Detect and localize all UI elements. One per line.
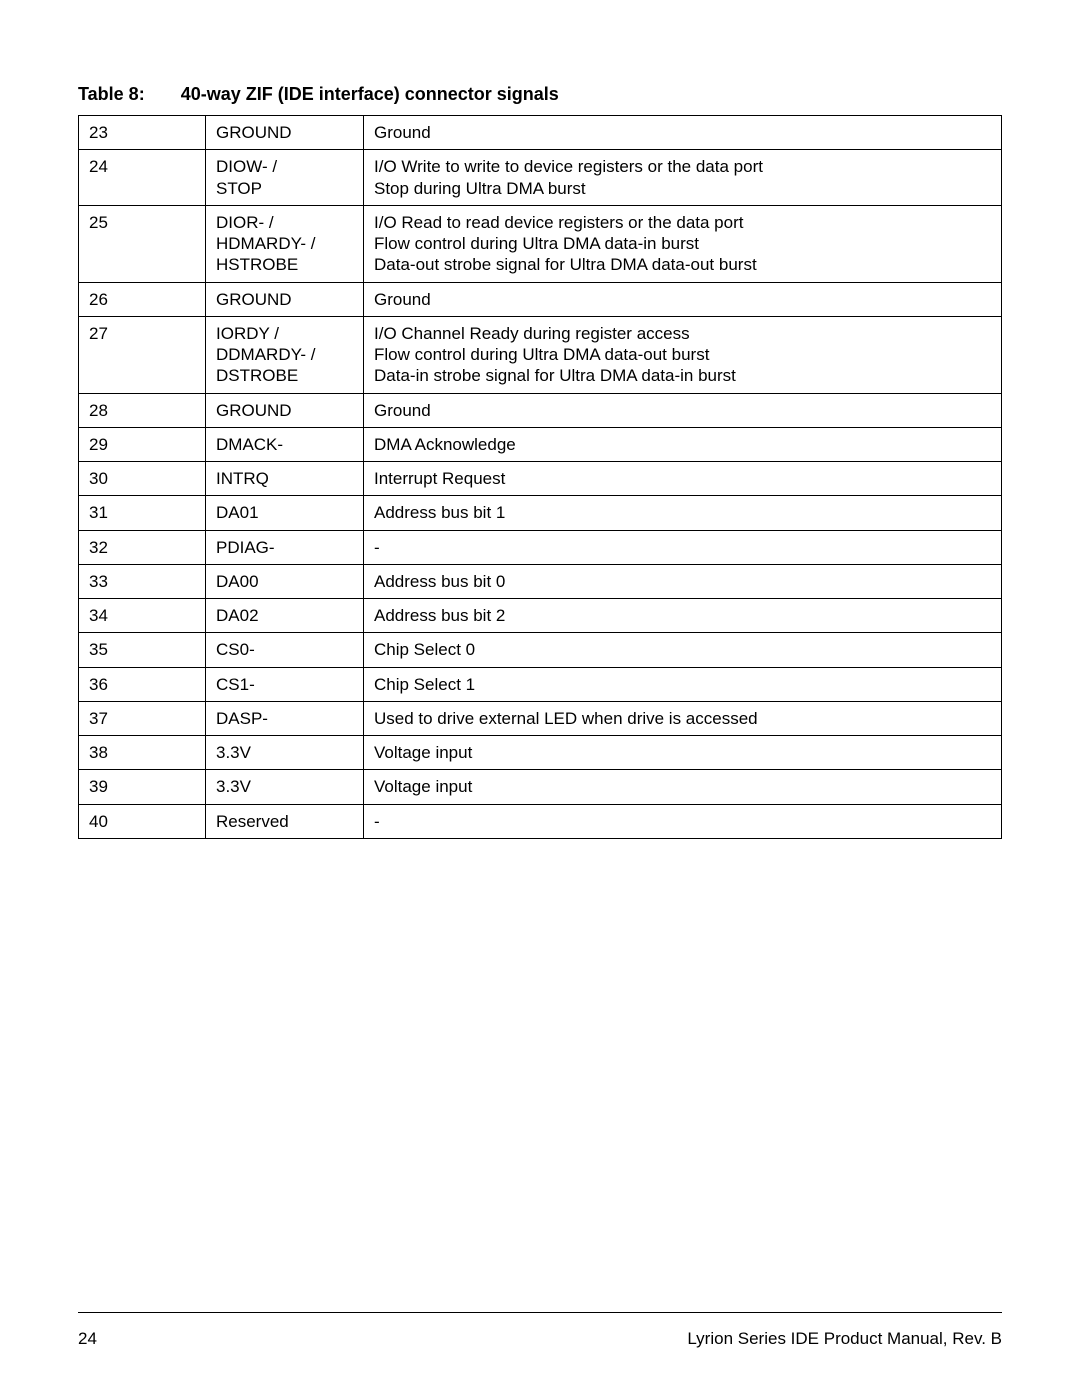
pin-cell: 38 <box>79 736 206 770</box>
table-row: 26GROUNDGround <box>79 282 1002 316</box>
description-cell: Interrupt Request <box>364 462 1002 496</box>
table-row: 40Reserved- <box>79 804 1002 838</box>
description-cell: Address bus bit 0 <box>364 564 1002 598</box>
pin-cell: 34 <box>79 599 206 633</box>
table-row: 36CS1-Chip Select 1 <box>79 667 1002 701</box>
signal-name-cell: CS0- <box>206 633 364 667</box>
description-cell: Address bus bit 2 <box>364 599 1002 633</box>
table-title: 40-way ZIF (IDE interface) connector sig… <box>181 84 559 104</box>
signal-name-cell: DA02 <box>206 599 364 633</box>
description-cell: Used to drive external LED when drive is… <box>364 701 1002 735</box>
table-row: 34DA02Address bus bit 2 <box>79 599 1002 633</box>
pin-cell: 33 <box>79 564 206 598</box>
table-row: 393.3VVoltage input <box>79 770 1002 804</box>
pin-cell: 25 <box>79 205 206 282</box>
pin-cell: 31 <box>79 496 206 530</box>
description-cell: Ground <box>364 393 1002 427</box>
table-row: 383.3VVoltage input <box>79 736 1002 770</box>
page-number: 24 <box>78 1329 97 1349</box>
signal-name-cell: DIOW- / STOP <box>206 150 364 206</box>
description-cell: - <box>364 530 1002 564</box>
description-cell: DMA Acknowledge <box>364 427 1002 461</box>
pin-cell: 23 <box>79 116 206 150</box>
table-row: 24DIOW- / STOPI/O Write to write to devi… <box>79 150 1002 206</box>
signal-name-cell: Reserved <box>206 804 364 838</box>
table-row: 33DA00Address bus bit 0 <box>79 564 1002 598</box>
table-number: Table 8: <box>78 84 145 105</box>
description-cell: Chip Select 0 <box>364 633 1002 667</box>
pin-cell: 30 <box>79 462 206 496</box>
description-cell: Voltage input <box>364 770 1002 804</box>
signal-name-cell: DIOR- / HDMARDY- / HSTROBE <box>206 205 364 282</box>
table-row: 25DIOR- / HDMARDY- / HSTROBEI/O Read to … <box>79 205 1002 282</box>
signal-name-cell: CS1- <box>206 667 364 701</box>
description-cell: Ground <box>364 282 1002 316</box>
pin-cell: 40 <box>79 804 206 838</box>
table-row: 32PDIAG-- <box>79 530 1002 564</box>
pin-cell: 39 <box>79 770 206 804</box>
signal-name-cell: DMACK- <box>206 427 364 461</box>
table-row: 27IORDY / DDMARDY- / DSTROBEI/O Channel … <box>79 316 1002 393</box>
signal-name-cell: GROUND <box>206 393 364 427</box>
page-footer: 24 Lyrion Series IDE Product Manual, Rev… <box>78 1312 1002 1349</box>
pin-cell: 29 <box>79 427 206 461</box>
pin-cell: 36 <box>79 667 206 701</box>
table-row: 28GROUNDGround <box>79 393 1002 427</box>
table-row: 30INTRQInterrupt Request <box>79 462 1002 496</box>
document-title: Lyrion Series IDE Product Manual, Rev. B <box>687 1329 1002 1349</box>
signal-name-cell: 3.3V <box>206 736 364 770</box>
pin-cell: 35 <box>79 633 206 667</box>
pin-cell: 32 <box>79 530 206 564</box>
pin-cell: 24 <box>79 150 206 206</box>
pin-cell: 37 <box>79 701 206 735</box>
description-cell: - <box>364 804 1002 838</box>
table-row: 31DA01Address bus bit 1 <box>79 496 1002 530</box>
pin-cell: 26 <box>79 282 206 316</box>
signal-name-cell: GROUND <box>206 116 364 150</box>
description-cell: I/O Write to write to device registers o… <box>364 150 1002 206</box>
pin-cell: 28 <box>79 393 206 427</box>
table-row: 29DMACK-DMA Acknowledge <box>79 427 1002 461</box>
description-cell: Address bus bit 1 <box>364 496 1002 530</box>
description-cell: Chip Select 1 <box>364 667 1002 701</box>
table-caption: Table 8: 40-way ZIF (IDE interface) conne… <box>78 84 1002 105</box>
description-cell: Ground <box>364 116 1002 150</box>
description-cell: I/O Read to read device registers or the… <box>364 205 1002 282</box>
table-row: 35CS0-Chip Select 0 <box>79 633 1002 667</box>
description-cell: I/O Channel Ready during register access… <box>364 316 1002 393</box>
signal-name-cell: DA00 <box>206 564 364 598</box>
signal-table: 23GROUNDGround24DIOW- / STOPI/O Write to… <box>78 115 1002 839</box>
signal-name-cell: INTRQ <box>206 462 364 496</box>
signal-name-cell: GROUND <box>206 282 364 316</box>
table-row: 37DASP-Used to drive external LED when d… <box>79 701 1002 735</box>
signal-name-cell: IORDY / DDMARDY- / DSTROBE <box>206 316 364 393</box>
description-cell: Voltage input <box>364 736 1002 770</box>
table-row: 23GROUNDGround <box>79 116 1002 150</box>
pin-cell: 27 <box>79 316 206 393</box>
signal-name-cell: 3.3V <box>206 770 364 804</box>
signal-name-cell: PDIAG- <box>206 530 364 564</box>
signal-name-cell: DA01 <box>206 496 364 530</box>
signal-name-cell: DASP- <box>206 701 364 735</box>
